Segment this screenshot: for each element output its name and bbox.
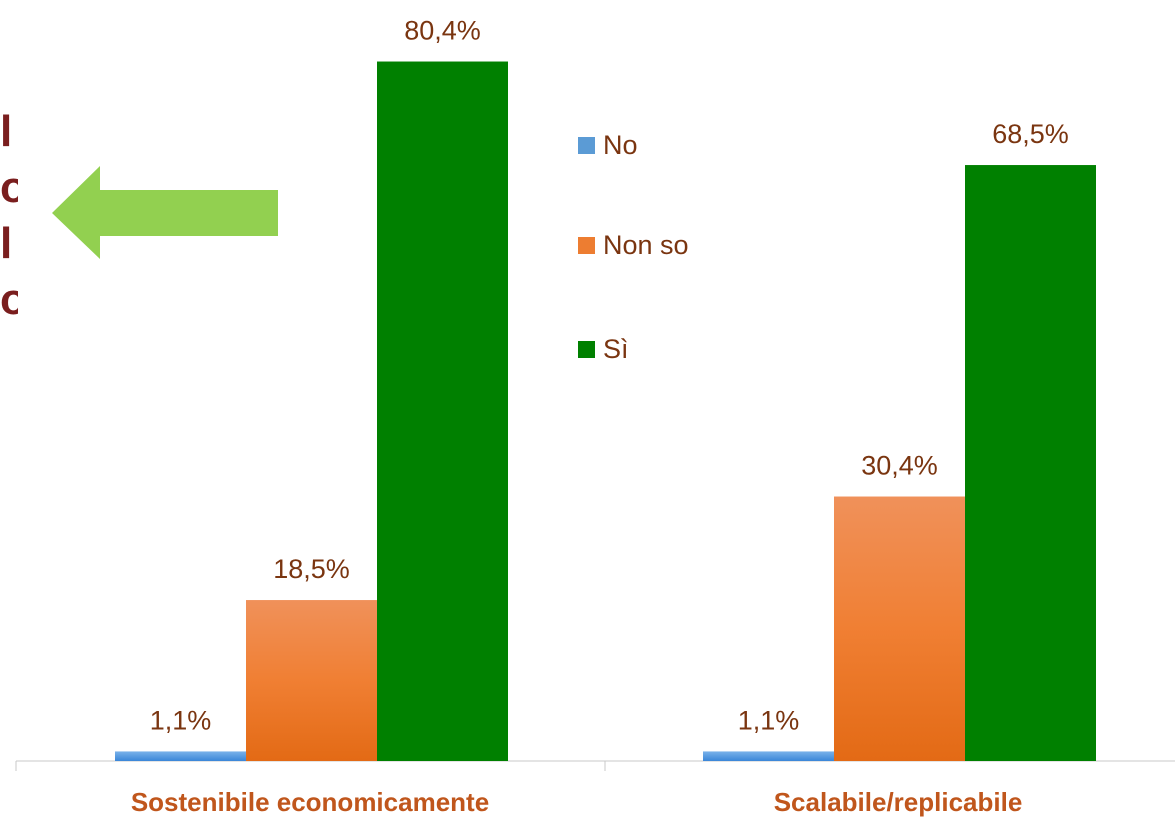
x-axis (15, 760, 1175, 771)
left-arrow-icon (52, 166, 278, 259)
data-label: 1,1% (150, 705, 212, 735)
side-text-char: l (0, 222, 13, 266)
data-label: 68,5% (992, 119, 1069, 149)
bar-non-so-1 (246, 600, 377, 761)
bar-s--2 (965, 165, 1096, 762)
bar-s--1 (377, 61, 508, 761)
category-label: Scalabile/replicabile (774, 787, 1023, 817)
legend-label: Non so (603, 230, 689, 260)
legend-swatch (578, 137, 595, 154)
bar-non-so-2 (834, 496, 965, 761)
data-label: 80,4% (404, 16, 481, 46)
legend-swatch (578, 237, 595, 254)
side-text-char: o (0, 166, 18, 210)
side-text-char: o (0, 278, 18, 322)
data-label: 1,1% (738, 705, 800, 735)
category-label: Sostenibile economicamente (131, 787, 489, 817)
data-labels: 1,1% 18,5% 80,4% 1,1% 30,4% 68,5% (150, 16, 1069, 736)
side-text-char: l (0, 110, 13, 154)
bar-no-1 (115, 751, 246, 761)
legend-label: Sì (603, 334, 629, 364)
legend: No Non so Sì (578, 130, 689, 364)
legend-swatch (578, 341, 595, 358)
bar-no-2 (703, 751, 834, 761)
legend-label: No (603, 130, 638, 160)
data-label: 30,4% (861, 451, 938, 481)
category-labels: Sostenibile economicamente Scalabile/repl… (131, 787, 1022, 817)
bars (115, 61, 1096, 762)
data-label: 18,5% (273, 554, 350, 584)
